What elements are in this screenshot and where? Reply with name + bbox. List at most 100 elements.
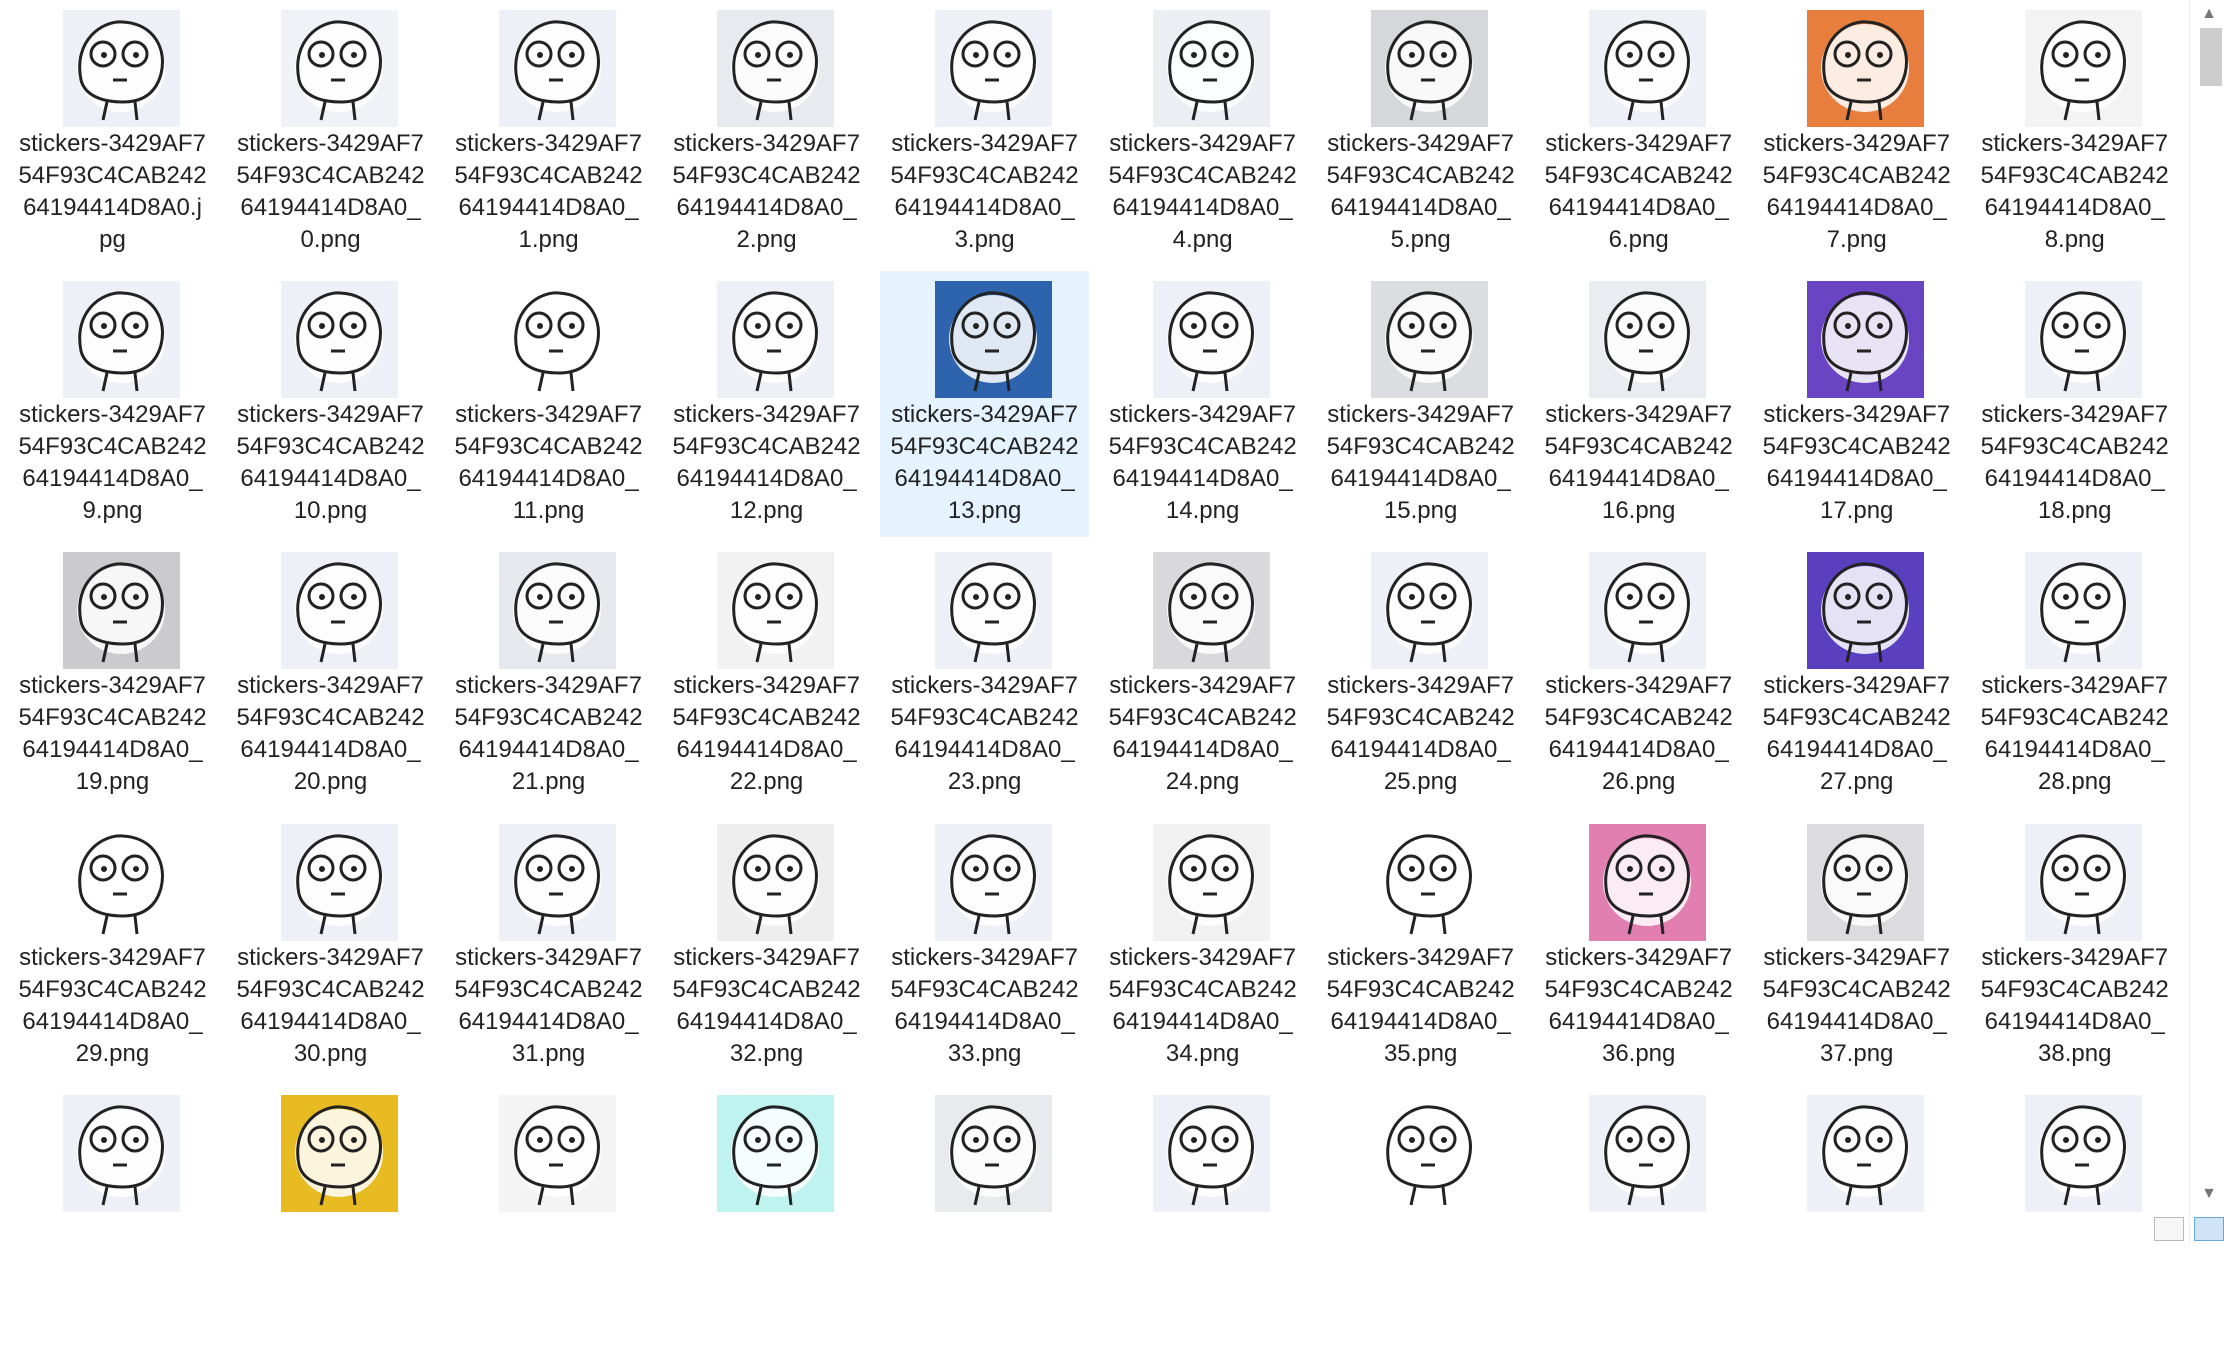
- sticker-face-icon: [731, 1105, 820, 1206]
- file-item[interactable]: stickers-3429AF7 54F93C4CAB242 64194414D…: [1316, 542, 1525, 808]
- file-thumbnail: [281, 552, 399, 670]
- file-item[interactable]: [8, 1085, 217, 1351]
- scroll-up-arrow-icon[interactable]: ▲: [2201, 5, 2217, 22]
- file-item[interactable]: stickers-3429AF7 54F93C4CAB242 64194414D…: [662, 271, 871, 537]
- file-item[interactable]: stickers-3429AF7 54F93C4CAB242 64194414D…: [8, 271, 217, 537]
- sticker-face-icon: [731, 291, 820, 392]
- file-item[interactable]: stickers-3429AF7 54F93C4CAB242 64194414D…: [1970, 271, 2179, 537]
- file-thumbnail: [1589, 552, 1707, 670]
- file-item[interactable]: stickers-3429AF7 54F93C4CAB242 64194414D…: [1316, 0, 1525, 266]
- file-name-label: stickers-3429AF7 54F93C4CAB242 64194414D…: [18, 130, 207, 253]
- file-item[interactable]: stickers-3429AF7 54F93C4CAB242 64194414D…: [1970, 0, 2179, 266]
- file-thumbnail: [935, 552, 1053, 670]
- sticker-face-icon: [77, 834, 165, 934]
- large-icons-view-icon[interactable]: [2194, 1217, 2224, 1241]
- sticker-face-icon: [949, 1105, 1038, 1206]
- sticker-face-icon: [731, 834, 820, 934]
- file-thumbnail: [63, 1094, 180, 1212]
- file-name-label: stickers-3429AF7 54F93C4CAB242 64194414D…: [1108, 130, 1297, 253]
- file-thumbnail: [717, 1094, 835, 1212]
- file-item[interactable]: stickers-3429AF7 54F93C4CAB242 64194414D…: [1534, 0, 1743, 266]
- file-name-label: stickers-3429AF7 54F93C4CAB242 64194414D…: [1980, 672, 2169, 796]
- sticker-face-icon: [513, 1105, 602, 1206]
- file-item[interactable]: stickers-3429AF7 54F93C4CAB242 64194414D…: [1534, 271, 1743, 537]
- file-thumbnail: [281, 1094, 399, 1212]
- file-thumbnail: [63, 10, 180, 127]
- file-item[interactable]: stickers-3429AF7 54F93C4CAB242 64194414D…: [1752, 0, 1961, 266]
- file-item[interactable]: stickers-3429AF7 54F93C4CAB242 64194414D…: [444, 0, 653, 266]
- file-thumbnail: [2025, 552, 2143, 670]
- file-item[interactable]: stickers-3429AF7 54F93C4CAB242 64194414D…: [1098, 542, 1307, 808]
- file-item[interactable]: stickers-3429AF7 54F93C4CAB242 64194414D…: [1752, 542, 1961, 808]
- file-thumbnail: [63, 552, 180, 670]
- file-thumbnail: [2025, 281, 2143, 399]
- file-thumbnail: [935, 10, 1053, 127]
- file-item[interactable]: [444, 1085, 653, 1351]
- file-item[interactable]: stickers-3429AF7 54F93C4CAB242 64194414D…: [1970, 814, 2179, 1080]
- file-item[interactable]: [1534, 1085, 1743, 1351]
- file-item[interactable]: [880, 1085, 1089, 1351]
- file-name-label: stickers-3429AF7 54F93C4CAB242 64194414D…: [1980, 401, 2169, 525]
- file-item[interactable]: stickers-3429AF7 54F93C4CAB242 64194414D…: [1316, 271, 1525, 537]
- file-item[interactable]: [226, 1085, 435, 1351]
- file-item[interactable]: stickers-3429AF7 54F93C4CAB242 64194414D…: [1098, 271, 1307, 537]
- view-toggle-group: [2154, 1217, 2224, 1241]
- scroll-down-arrow-icon[interactable]: ▼: [2201, 1185, 2217, 1202]
- file-thumbnail: [1807, 823, 1925, 941]
- file-thumbnail: [1589, 823, 1707, 941]
- file-item[interactable]: [1098, 1085, 1307, 1351]
- scroll-thumb[interactable]: [2200, 28, 2222, 86]
- file-item[interactable]: stickers-3429AF7 54F93C4CAB242 64194414D…: [8, 542, 217, 808]
- file-item[interactable]: stickers-3429AF7 54F93C4CAB242 64194414D…: [880, 0, 1089, 266]
- file-item[interactable]: stickers-3429AF7 54F93C4CAB242 64194414D…: [1752, 271, 1961, 537]
- file-item[interactable]: stickers-3429AF7 54F93C4CAB242 64194414D…: [226, 0, 435, 266]
- file-item[interactable]: stickers-3429AF7 54F93C4CAB242 64194414D…: [1098, 814, 1307, 1080]
- file-item[interactable]: stickers-3429AF7 54F93C4CAB242 64194414D…: [1534, 542, 1743, 808]
- file-item[interactable]: stickers-3429AF7 54F93C4CAB242 64194414D…: [226, 814, 435, 1080]
- details-view-icon[interactable]: [2154, 1217, 2184, 1241]
- file-item[interactable]: stickers-3429AF7 54F93C4CAB242 64194414D…: [444, 271, 653, 537]
- file-name-label: stickers-3429AF7 54F93C4CAB242 64194414D…: [1544, 401, 1733, 525]
- file-item[interactable]: stickers-3429AF7 54F93C4CAB242 64194414D…: [226, 542, 435, 808]
- file-item[interactable]: stickers-3429AF7 54F93C4CAB242 64194414D…: [880, 271, 1090, 538]
- file-item[interactable]: stickers-3429AF7 54F93C4CAB242 64194414D…: [1970, 542, 2179, 808]
- sticker-face-icon: [1821, 20, 1910, 121]
- file-item[interactable]: [662, 1085, 871, 1351]
- file-name-label: stickers-3429AF7 54F93C4CAB242 64194414D…: [1326, 130, 1515, 253]
- sticker-face-icon: [513, 20, 602, 121]
- file-thumbnail: [281, 823, 399, 941]
- file-item[interactable]: stickers-3429AF7 54F93C4CAB242 64194414D…: [662, 542, 871, 808]
- file-item[interactable]: stickers-3429AF7 54F93C4CAB242 64194414D…: [880, 814, 1089, 1080]
- file-name-label: stickers-3429AF7 54F93C4CAB242 64194414D…: [18, 943, 207, 1067]
- file-item[interactable]: stickers-3429AF7 54F93C4CAB242 64194414D…: [1316, 814, 1525, 1080]
- file-thumbnail: [1807, 1094, 1925, 1212]
- file-name-label: stickers-3429AF7 54F93C4CAB242 64194414D…: [1544, 130, 1733, 253]
- file-item[interactable]: [1752, 1085, 1961, 1351]
- file-name-label: stickers-3429AF7 54F93C4CAB242 64194414D…: [672, 130, 861, 253]
- file-item[interactable]: stickers-3429AF7 54F93C4CAB242 64194414D…: [8, 814, 217, 1080]
- file-item[interactable]: stickers-3429AF7 54F93C4CAB242 64194414D…: [880, 542, 1089, 808]
- file-item[interactable]: stickers-3429AF7 54F93C4CAB242 64194414D…: [1534, 814, 1743, 1080]
- file-item[interactable]: stickers-3429AF7 54F93C4CAB242 64194414D…: [8, 0, 217, 266]
- file-item[interactable]: stickers-3429AF7 54F93C4CAB242 64194414D…: [226, 271, 435, 537]
- file-item[interactable]: stickers-3429AF7 54F93C4CAB242 64194414D…: [1752, 814, 1961, 1080]
- file-item[interactable]: stickers-3429AF7 54F93C4CAB242 64194414D…: [1098, 0, 1307, 266]
- file-item[interactable]: stickers-3429AF7 54F93C4CAB242 64194414D…: [662, 814, 871, 1080]
- file-name-label: stickers-3429AF7 54F93C4CAB242 64194414D…: [1326, 943, 1515, 1067]
- file-item[interactable]: stickers-3429AF7 54F93C4CAB242 64194414D…: [444, 814, 653, 1080]
- vertical-scrollbar[interactable]: ▲ ▼: [2189, 0, 2228, 1245]
- file-item[interactable]: [1970, 1085, 2179, 1351]
- file-thumbnail: [1589, 1094, 1707, 1212]
- sticker-face-icon: [1167, 834, 1256, 934]
- sticker-face-icon: [1821, 562, 1910, 663]
- file-item[interactable]: [1316, 1085, 1525, 1351]
- file-name-label: stickers-3429AF7 54F93C4CAB242 64194414D…: [18, 401, 207, 525]
- file-thumbnail: [717, 823, 835, 941]
- sticker-face-icon: [2039, 834, 2128, 934]
- file-item[interactable]: stickers-3429AF7 54F93C4CAB242 64194414D…: [662, 0, 871, 266]
- sticker-face-icon: [1167, 1105, 1256, 1206]
- file-name-label: stickers-3429AF7 54F93C4CAB242 64194414D…: [1326, 401, 1515, 525]
- file-name-label: stickers-3429AF7 54F93C4CAB242 64194414D…: [454, 672, 643, 796]
- file-name-label: stickers-3429AF7 54F93C4CAB242 64194414D…: [1108, 943, 1297, 1067]
- file-item[interactable]: stickers-3429AF7 54F93C4CAB242 64194414D…: [444, 542, 653, 808]
